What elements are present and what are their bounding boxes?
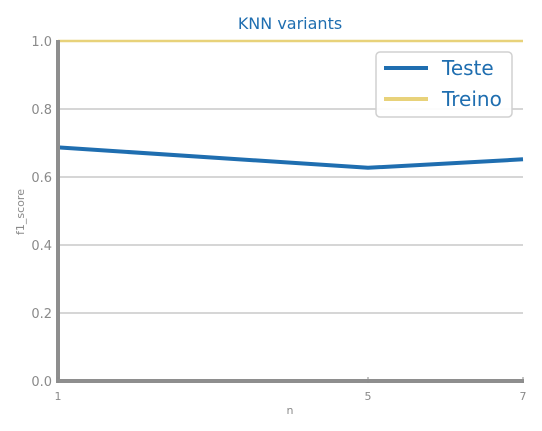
- y-tick-label: 1.0: [31, 35, 52, 50]
- y-tick-label: 0.4: [31, 239, 52, 254]
- series-line-teste: [57, 145, 524, 170]
- y-tick-label: 0.0: [31, 375, 52, 390]
- x-axis-label: n: [287, 404, 294, 417]
- x-tick-label: 1: [55, 390, 62, 403]
- y-tick-label: 0.2: [31, 307, 52, 322]
- y-axis-label: f1_score: [14, 189, 27, 235]
- legend: Teste Treino: [375, 51, 513, 118]
- y-tick-label: 0.6: [31, 171, 52, 186]
- chart-title: KNN variants: [238, 14, 342, 33]
- legend-label-teste: Teste: [441, 56, 494, 80]
- x-tick-label: 7: [520, 390, 527, 403]
- series-lines: [57, 39, 524, 170]
- y-ticks: 0.0 0.2 0.4 0.6 0.8 1.0: [31, 35, 52, 390]
- x-ticks: 1 5 7: [55, 377, 527, 403]
- x-tick-label: 5: [365, 390, 372, 403]
- legend-label-treino: Treino: [441, 87, 502, 111]
- y-tick-label: 0.8: [31, 103, 52, 118]
